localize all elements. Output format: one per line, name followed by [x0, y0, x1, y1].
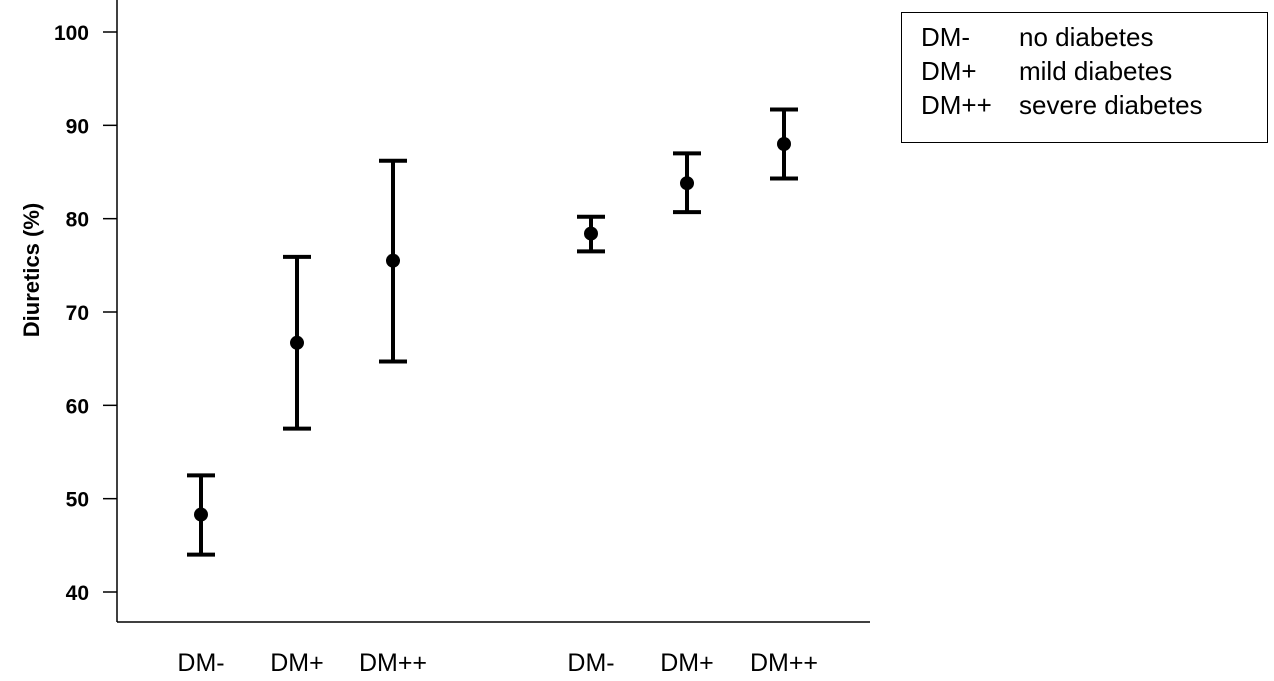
- x-tick-label: DM+: [270, 649, 323, 677]
- y-tick-label: 40: [66, 582, 89, 605]
- x-tick-label: DM-: [567, 649, 614, 677]
- y-tick-label: 100: [54, 22, 89, 45]
- x-tick-label: DM++: [750, 649, 818, 677]
- y-tick-label: 70: [66, 302, 89, 325]
- data-point: [777, 137, 791, 151]
- data-point: [386, 253, 400, 268]
- x-tick-label: DM++: [359, 649, 427, 677]
- legend-code: DM-: [921, 22, 971, 52]
- x-tick-labels: DM- DM+ DM++ DM- DM+ DM++: [177, 649, 818, 677]
- legend: DM-no diabetes DM+ mild diabetes DM++ severe…: [901, 12, 1268, 143]
- y-axis-title: Diuretics (%): [19, 203, 44, 337]
- x-tick-label: DM-: [177, 649, 224, 677]
- data-point: [584, 226, 598, 241]
- legend-code: DM++: [921, 90, 992, 120]
- y-tick-label: 80: [66, 209, 89, 232]
- y-tick-label: 60: [66, 395, 89, 418]
- y-ticks: 40 50 60 70 80 90 100: [54, 22, 117, 605]
- legend-entry: DM-no diabetes: [902, 20, 1267, 54]
- legend-entry: DM+ mild diabetes: [902, 54, 1267, 88]
- data-point: [680, 176, 694, 191]
- y-tick-label: 50: [66, 489, 89, 512]
- x-tick-label: DM+: [660, 649, 713, 677]
- data-point: [194, 507, 208, 522]
- legend-description: no diabetes: [1019, 22, 1154, 52]
- legend-description: mild diabetes: [1019, 56, 1173, 86]
- legend-entry: DM++ severe diabetes: [902, 88, 1267, 122]
- legend-code: DM+: [921, 56, 977, 86]
- data-points: [194, 137, 791, 522]
- legend-description: severe diabetes: [1019, 90, 1203, 120]
- axes: [116, 0, 870, 623]
- y-tick-label: 90: [66, 115, 89, 138]
- data-point: [290, 335, 304, 350]
- error-bars: [187, 107, 798, 557]
